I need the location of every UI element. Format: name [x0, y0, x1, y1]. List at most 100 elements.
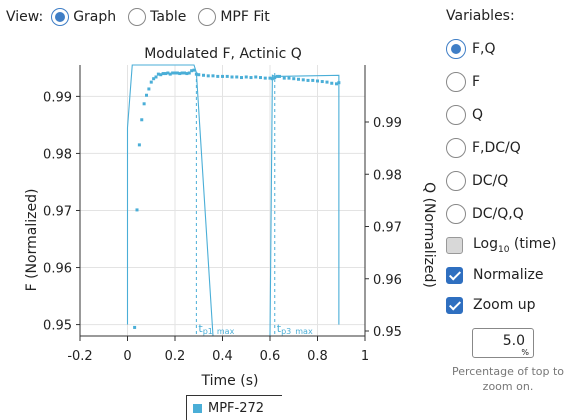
variable-label: F: [472, 73, 481, 90]
variable-label: F,DC/Q: [472, 139, 521, 156]
data-point: [311, 78, 315, 82]
marker-lines: tp1_max tp3_max: [195, 73, 313, 336]
data-point: [216, 74, 220, 78]
normalize-option[interactable]: Normalize: [446, 260, 570, 290]
data-point: [166, 71, 170, 75]
variable-option-q[interactable]: Q: [446, 98, 570, 131]
variable-label: F,Q: [472, 40, 496, 57]
variables-panel: Variables: F,Q F Q F,DC/Q DC/Q DC/Q,Q Lo…: [446, 8, 570, 394]
y-tick-label: 0.95: [43, 319, 72, 334]
zoom-up-label: Zoom up: [473, 297, 536, 313]
zoom-percent-unit: %: [521, 348, 529, 357]
variable-option-dcq-q[interactable]: DC/Q,Q: [446, 197, 570, 230]
q-trace: [126, 64, 340, 337]
zoom-up-option[interactable]: Zoom up: [446, 290, 570, 320]
data-point: [175, 71, 179, 75]
data-point: [187, 71, 191, 75]
data-point: [297, 77, 300, 81]
data-point: [337, 81, 341, 85]
data-point: [278, 74, 281, 78]
y-tick-label: 0.98: [43, 147, 72, 162]
variables-title: Variables:: [446, 8, 515, 24]
mpf-fit-radio[interactable]: [198, 8, 217, 26]
variable-radio[interactable]: [446, 203, 466, 224]
y2-tick-label: 0.98: [373, 168, 402, 183]
variable-option-dcq[interactable]: DC/Q: [446, 164, 570, 197]
data-point: [282, 76, 286, 80]
variable-radio[interactable]: [446, 104, 466, 125]
data-point: [149, 80, 153, 84]
normalize-label: Normalize: [473, 267, 544, 283]
zoom-percent-input[interactable]: 5.0 %: [472, 328, 534, 358]
variable-option-f[interactable]: F: [446, 65, 570, 98]
data-point: [135, 208, 139, 212]
variable-label: DC/Q: [472, 172, 509, 189]
data-point: [221, 74, 224, 78]
variable-option-fq[interactable]: F,Q: [446, 32, 570, 65]
data-point: [235, 75, 239, 79]
marker-label: tp3_max: [277, 322, 313, 336]
data-point: [249, 76, 253, 80]
grid: [79, 65, 366, 336]
data-point: [268, 76, 272, 80]
variable-radio[interactable]: [446, 137, 466, 158]
y-axis-label: F (Normalized): [24, 189, 40, 292]
data-point: [301, 78, 305, 82]
data-point: [240, 76, 243, 80]
data-point: [292, 77, 296, 81]
data-point: [140, 118, 144, 122]
view-option-mpf-fit[interactable]: MPF Fit: [198, 8, 270, 26]
y2-axis-label: Q (Normalized): [421, 182, 437, 288]
graph-radio[interactable]: [51, 8, 70, 26]
data-point: [192, 68, 196, 72]
y-tick-label: 0.96: [43, 262, 72, 277]
zoom-help-text: Percentage of top to zoom on.: [451, 365, 565, 393]
zoom-up-checkbox[interactable]: [446, 296, 463, 314]
data-point: [171, 71, 175, 75]
data-point: [270, 77, 274, 81]
variable-radio[interactable]: [446, 38, 466, 59]
x-axis-label: Time (s): [201, 373, 259, 389]
y2-tick-label: 0.97: [373, 221, 402, 236]
zoom-percent-value: 5.0: [502, 333, 525, 349]
data-point: [259, 76, 262, 80]
x-tick-label: -0.2: [67, 349, 92, 364]
view-option-table[interactable]: Table: [128, 8, 186, 26]
data-point: [156, 72, 160, 76]
data-point: [180, 71, 184, 75]
legend: MPF-272: [186, 395, 282, 420]
log-time-option[interactable]: Log10 (time): [446, 230, 570, 260]
view-option-label: MPF Fit: [220, 9, 270, 25]
view-option-graph[interactable]: Graph: [51, 8, 116, 26]
log-time-checkbox[interactable]: [446, 236, 463, 254]
variable-radio[interactable]: [446, 71, 466, 92]
y-tick-label: 0.99: [43, 90, 72, 105]
x-tick-labels: -0.2 0 0.2 0.4 0.6 0.8 1: [67, 349, 369, 364]
data-point: [244, 75, 248, 79]
variable-radio[interactable]: [446, 170, 466, 191]
x-tick-label: 0: [123, 349, 131, 364]
table-radio[interactable]: [128, 8, 147, 26]
data-point: [154, 75, 158, 79]
data-point: [145, 93, 148, 97]
data-point: [142, 102, 146, 106]
data-point: [161, 72, 165, 76]
y2-tick-labels: 0.95 0.96 0.97 0.98 0.99: [373, 116, 402, 340]
normalize-checkbox[interactable]: [446, 266, 463, 284]
data-point: [263, 76, 267, 80]
data-point: [254, 75, 258, 79]
variable-option-f-dcq[interactable]: F,DC/Q: [446, 131, 570, 164]
y2-tick-label: 0.96: [373, 273, 402, 288]
data-point: [330, 81, 334, 85]
data-point: [325, 80, 329, 84]
data-point: [202, 73, 205, 77]
data-point: [306, 78, 310, 82]
x-tick-label: 0.2: [165, 349, 186, 364]
data-point: [159, 73, 163, 77]
data-point: [190, 69, 194, 73]
data-point: [316, 79, 319, 83]
variable-label: DC/Q,Q: [472, 205, 524, 222]
x-tick-label: 1: [361, 349, 369, 364]
data-point: [197, 73, 201, 77]
log-time-label: Log10 (time): [473, 235, 557, 255]
